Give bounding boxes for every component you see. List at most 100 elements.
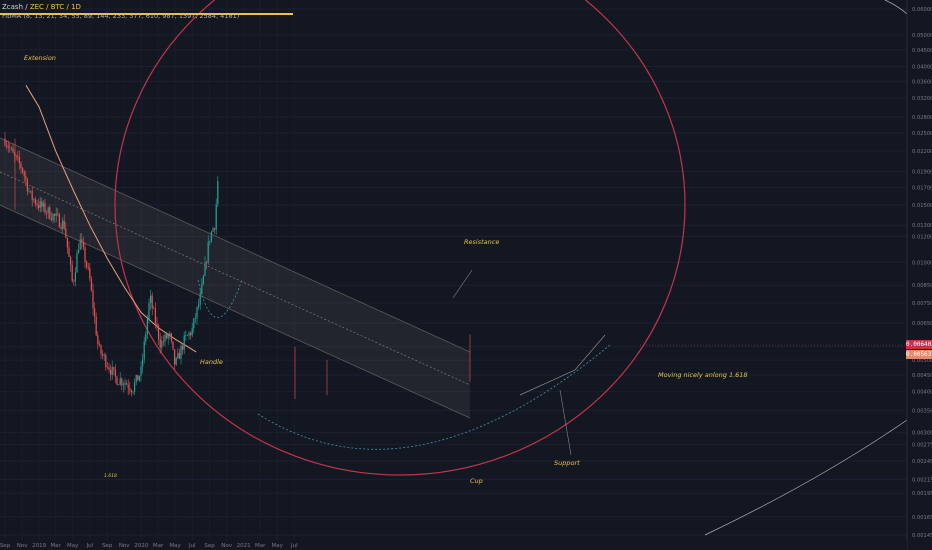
candle-body xyxy=(159,339,161,348)
candle-body xyxy=(86,261,88,267)
candle-body xyxy=(113,367,115,370)
candle xyxy=(97,331,99,350)
candle-body xyxy=(153,308,155,309)
x-tick-label: Sep xyxy=(204,543,215,549)
candle xyxy=(198,298,200,311)
candle xyxy=(188,331,190,340)
candle xyxy=(71,260,73,283)
candle xyxy=(132,391,134,395)
candle-body xyxy=(108,367,110,370)
candle xyxy=(55,207,57,223)
header-underline xyxy=(0,13,293,15)
candle-body xyxy=(60,227,62,229)
y-tick-label: 0.006500 xyxy=(912,321,932,327)
y-tick-label: 0.008500 xyxy=(912,283,932,289)
candle-body xyxy=(90,278,92,291)
candle-body xyxy=(106,367,108,368)
candle-body xyxy=(111,367,113,375)
x-axis-panel[interactable] xyxy=(0,540,907,550)
annotation-support: Support xyxy=(554,459,580,467)
candle xyxy=(15,154,17,160)
candle xyxy=(78,243,80,254)
candle-body xyxy=(132,391,134,393)
y-tick-label: 0.002450 xyxy=(912,459,932,465)
y-tick-label: 0.036000 xyxy=(912,79,932,85)
channel-fill xyxy=(0,138,470,418)
candle-body xyxy=(58,214,60,228)
candle xyxy=(18,150,20,170)
y-tick-label: 0.001950 xyxy=(912,491,932,497)
x-tick-label: Sep xyxy=(102,543,113,549)
candle xyxy=(127,379,129,396)
candle-body xyxy=(74,272,76,282)
candle-body xyxy=(34,199,36,204)
y-tick-label: 0.025000 xyxy=(912,131,932,137)
resistance-pointer xyxy=(452,269,473,299)
candle xyxy=(92,283,94,316)
candle xyxy=(50,211,52,222)
candle-body xyxy=(121,378,123,386)
candle-body xyxy=(140,366,142,377)
candle xyxy=(212,226,214,233)
y-tick-label: 0.019000 xyxy=(912,170,932,176)
candle-body xyxy=(182,345,184,350)
handle-arc xyxy=(197,279,243,318)
candle-body xyxy=(217,180,219,205)
current-price-badge: 0.006402 xyxy=(906,340,932,349)
candle-body xyxy=(190,332,192,336)
candle xyxy=(183,331,185,355)
candle xyxy=(150,289,152,311)
candle xyxy=(30,190,32,194)
candle xyxy=(206,260,208,270)
candle xyxy=(26,177,28,196)
candle-body xyxy=(103,355,105,356)
candle-body xyxy=(161,341,163,348)
candle-body xyxy=(119,378,121,385)
candle-body xyxy=(15,155,17,157)
candle-body xyxy=(177,352,179,358)
candle xyxy=(151,292,153,316)
candle-body xyxy=(150,295,152,304)
candle-body xyxy=(41,201,43,207)
symbol-title[interactable]: Zcash / ZEC / BTC / 1D xyxy=(2,3,239,11)
candle-body xyxy=(170,333,172,342)
grid-layer xyxy=(0,8,907,536)
candle-body xyxy=(166,334,168,339)
fib-ma-line xyxy=(25,85,197,353)
x-axis-layer: Sep Nov 2019 Mar May Jul Sep Nov 2020 Mar May Jul Se… xyxy=(0,543,298,549)
y-axis-panel[interactable] xyxy=(907,0,932,550)
candle xyxy=(158,323,160,346)
candle xyxy=(79,233,81,250)
candle-body xyxy=(82,242,84,248)
candle-body xyxy=(148,303,150,319)
candle xyxy=(116,375,118,386)
candle xyxy=(46,210,48,219)
annotation-handle: Handle xyxy=(200,358,223,366)
candle xyxy=(156,316,158,332)
candle xyxy=(114,364,116,384)
candle xyxy=(191,322,193,337)
candle xyxy=(129,381,131,395)
candle-body xyxy=(151,295,153,309)
candle xyxy=(113,366,115,375)
candle xyxy=(118,383,120,386)
x-tick-label: May xyxy=(169,543,181,549)
candle-body xyxy=(7,145,9,148)
candle-body xyxy=(105,355,107,368)
candle-body xyxy=(22,168,24,172)
candle-body xyxy=(129,388,131,391)
chart-header: Zcash / ZEC / BTC / 1D FibMA (8, 13, 21,… xyxy=(2,3,239,20)
candle-body xyxy=(215,204,217,230)
candle-body xyxy=(207,241,209,263)
indicator-legend[interactable]: FibMA (8, 13, 21, 34, 55, 89, 144, 233, … xyxy=(2,12,240,20)
candle-body xyxy=(9,147,11,149)
fib-outer-curve-top xyxy=(884,0,908,15)
candle-body xyxy=(81,239,83,243)
candle-body xyxy=(38,204,40,208)
candle-body xyxy=(174,349,176,365)
candle xyxy=(126,380,128,386)
candle-body xyxy=(39,201,41,208)
candle xyxy=(74,267,76,287)
y-tick-label: 0.012000 xyxy=(912,235,932,241)
